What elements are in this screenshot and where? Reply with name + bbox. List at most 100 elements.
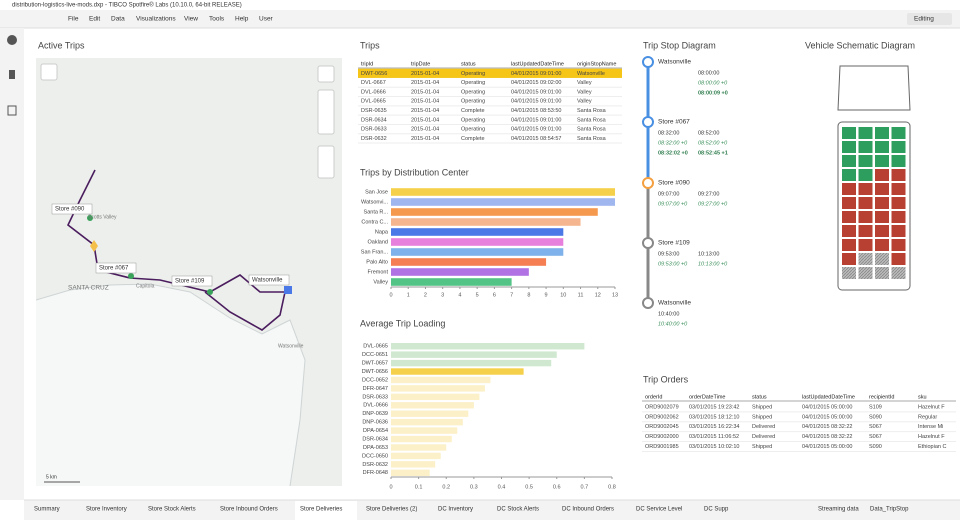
- column-header[interactable]: lastUpdatedDateTime: [802, 394, 855, 400]
- cargo-cell[interactable]: [842, 253, 856, 265]
- table-cell[interactable]: DSR-0633: [361, 127, 387, 133]
- table-cell[interactable]: 04/01/2015 05:00:00: [802, 404, 852, 410]
- stop-node[interactable]: [642, 116, 654, 128]
- bar[interactable]: [391, 427, 458, 434]
- bar[interactable]: [391, 410, 469, 417]
- cargo-cell[interactable]: [858, 253, 873, 265]
- column-header[interactable]: tripDate: [411, 61, 430, 67]
- cargo-cell[interactable]: [875, 197, 889, 209]
- table-cell[interactable]: 2015-01-04: [411, 127, 439, 133]
- stop-node[interactable]: [642, 297, 654, 309]
- column-header[interactable]: sku: [918, 394, 927, 400]
- cargo-cell[interactable]: [875, 239, 889, 251]
- cargo-cell[interactable]: [858, 155, 873, 167]
- cargo-cell[interactable]: [875, 127, 889, 139]
- table-cell[interactable]: Operating: [461, 71, 485, 77]
- table-cell[interactable]: Santa Rosa: [577, 127, 607, 133]
- table-cell[interactable]: 03/01/2015 10:02:10: [689, 444, 739, 450]
- cargo-cell[interactable]: [858, 239, 873, 251]
- tab[interactable]: DC Stock Alerts: [497, 507, 539, 513]
- bar[interactable]: [391, 258, 547, 266]
- cargo-cell[interactable]: [875, 225, 889, 237]
- table-cell[interactable]: 03/01/2015 18:12:10: [689, 414, 739, 420]
- table-cell[interactable]: Santa Rosa: [577, 117, 607, 123]
- table-cell[interactable]: Valley: [577, 99, 592, 105]
- bar[interactable]: [391, 218, 581, 226]
- tab[interactable]: DC Supp: [704, 507, 729, 513]
- table-cell[interactable]: 04/01/2015 09:01:00: [511, 89, 561, 95]
- bar[interactable]: [391, 385, 485, 392]
- table-cell[interactable]: Delivered: [752, 424, 775, 430]
- bar[interactable]: [391, 444, 447, 451]
- cargo-cell[interactable]: [858, 211, 873, 223]
- table-cell[interactable]: DVL-0665: [361, 99, 386, 105]
- status-item[interactable]: Data_TripStop: [870, 507, 909, 513]
- menu-item[interactable]: Visualizations: [136, 16, 176, 23]
- table-cell[interactable]: Operating: [461, 117, 485, 123]
- cargo-cell[interactable]: [891, 239, 906, 251]
- menu-item[interactable]: Data: [111, 16, 125, 23]
- cargo-cell[interactable]: [891, 169, 906, 181]
- table-cell[interactable]: 04/01/2015 09:01:00: [511, 71, 561, 77]
- cargo-cell[interactable]: [891, 225, 906, 237]
- tab[interactable]: DC Inbound Orders: [562, 507, 614, 513]
- bar[interactable]: [391, 359, 552, 367]
- cargo-cell[interactable]: [858, 197, 873, 209]
- tab[interactable]: Summary: [34, 507, 60, 513]
- cargo-cell[interactable]: [858, 169, 873, 181]
- bar[interactable]: [391, 238, 564, 246]
- tab[interactable]: Store Deliveries (2): [366, 507, 417, 513]
- cargo-cell[interactable]: [842, 197, 856, 209]
- table-cell[interactable]: 04/01/2015 05:00:00: [802, 414, 852, 420]
- cargo-cell[interactable]: [842, 183, 856, 195]
- cargo-cell[interactable]: [875, 253, 889, 265]
- cargo-cell[interactable]: [842, 155, 856, 167]
- stop-node[interactable]: [642, 237, 654, 249]
- table-cell[interactable]: S067: [869, 434, 882, 440]
- table-cell[interactable]: S090: [869, 444, 882, 450]
- table-cell[interactable]: Operating: [461, 99, 485, 105]
- table-cell[interactable]: DWT-0656: [361, 71, 387, 77]
- menu-item[interactable]: File: [68, 16, 79, 23]
- mode-button[interactable]: [907, 13, 952, 25]
- column-header[interactable]: orderDateTime: [689, 394, 725, 400]
- table-cell[interactable]: 04/01/2015 05:00:00: [802, 444, 852, 450]
- table-cell[interactable]: Hazelnut F: [918, 404, 945, 410]
- stop-node[interactable]: [642, 56, 654, 68]
- cargo-cell[interactable]: [842, 267, 856, 279]
- bar[interactable]: [391, 402, 474, 409]
- cargo-cell[interactable]: [875, 267, 889, 279]
- table-cell[interactable]: 04/01/2015 09:01:00: [511, 99, 561, 105]
- bar[interactable]: [391, 418, 463, 426]
- table-cell[interactable]: 04/01/2015 09:02:00: [511, 80, 561, 86]
- cargo-cell[interactable]: [875, 211, 889, 223]
- table-cell[interactable]: Regular: [918, 414, 937, 420]
- cargo-cell[interactable]: [891, 253, 906, 265]
- menu-item[interactable]: Edit: [89, 16, 100, 23]
- table-cell[interactable]: Complete: [461, 108, 485, 114]
- table-cell[interactable]: Santa Rosa: [577, 136, 607, 142]
- table-cell[interactable]: Operating: [461, 127, 485, 133]
- table-cell[interactable]: Operating: [461, 89, 485, 95]
- table-cell[interactable]: Delivered: [752, 434, 775, 440]
- table-cell[interactable]: 2015-01-04: [411, 117, 439, 123]
- cargo-cell[interactable]: [891, 183, 906, 195]
- cargo-cell[interactable]: [891, 127, 906, 139]
- bar[interactable]: [391, 268, 529, 276]
- table-cell[interactable]: DSR-0635: [361, 108, 387, 114]
- table-cell[interactable]: 2015-01-04: [411, 99, 439, 105]
- table-cell[interactable]: 2015-01-04: [411, 89, 439, 95]
- table-cell[interactable]: 04/01/2015 08:53:50: [511, 108, 561, 114]
- bar[interactable]: [391, 452, 441, 460]
- cargo-cell[interactable]: [891, 155, 906, 167]
- table-cell[interactable]: Complete: [461, 136, 485, 142]
- cargo-cell[interactable]: [842, 211, 856, 223]
- column-header[interactable]: lastUpdatedDateTime: [511, 61, 564, 67]
- bar[interactable]: [391, 368, 524, 375]
- cargo-cell[interactable]: [875, 141, 889, 153]
- cargo-cell[interactable]: [858, 225, 873, 237]
- table-cell[interactable]: Ethiopian C: [918, 444, 946, 450]
- table-cell[interactable]: DSR-0632: [361, 136, 387, 142]
- table-cell[interactable]: ORD9002079: [645, 404, 679, 410]
- table-cell[interactable]: 2015-01-04: [411, 71, 439, 77]
